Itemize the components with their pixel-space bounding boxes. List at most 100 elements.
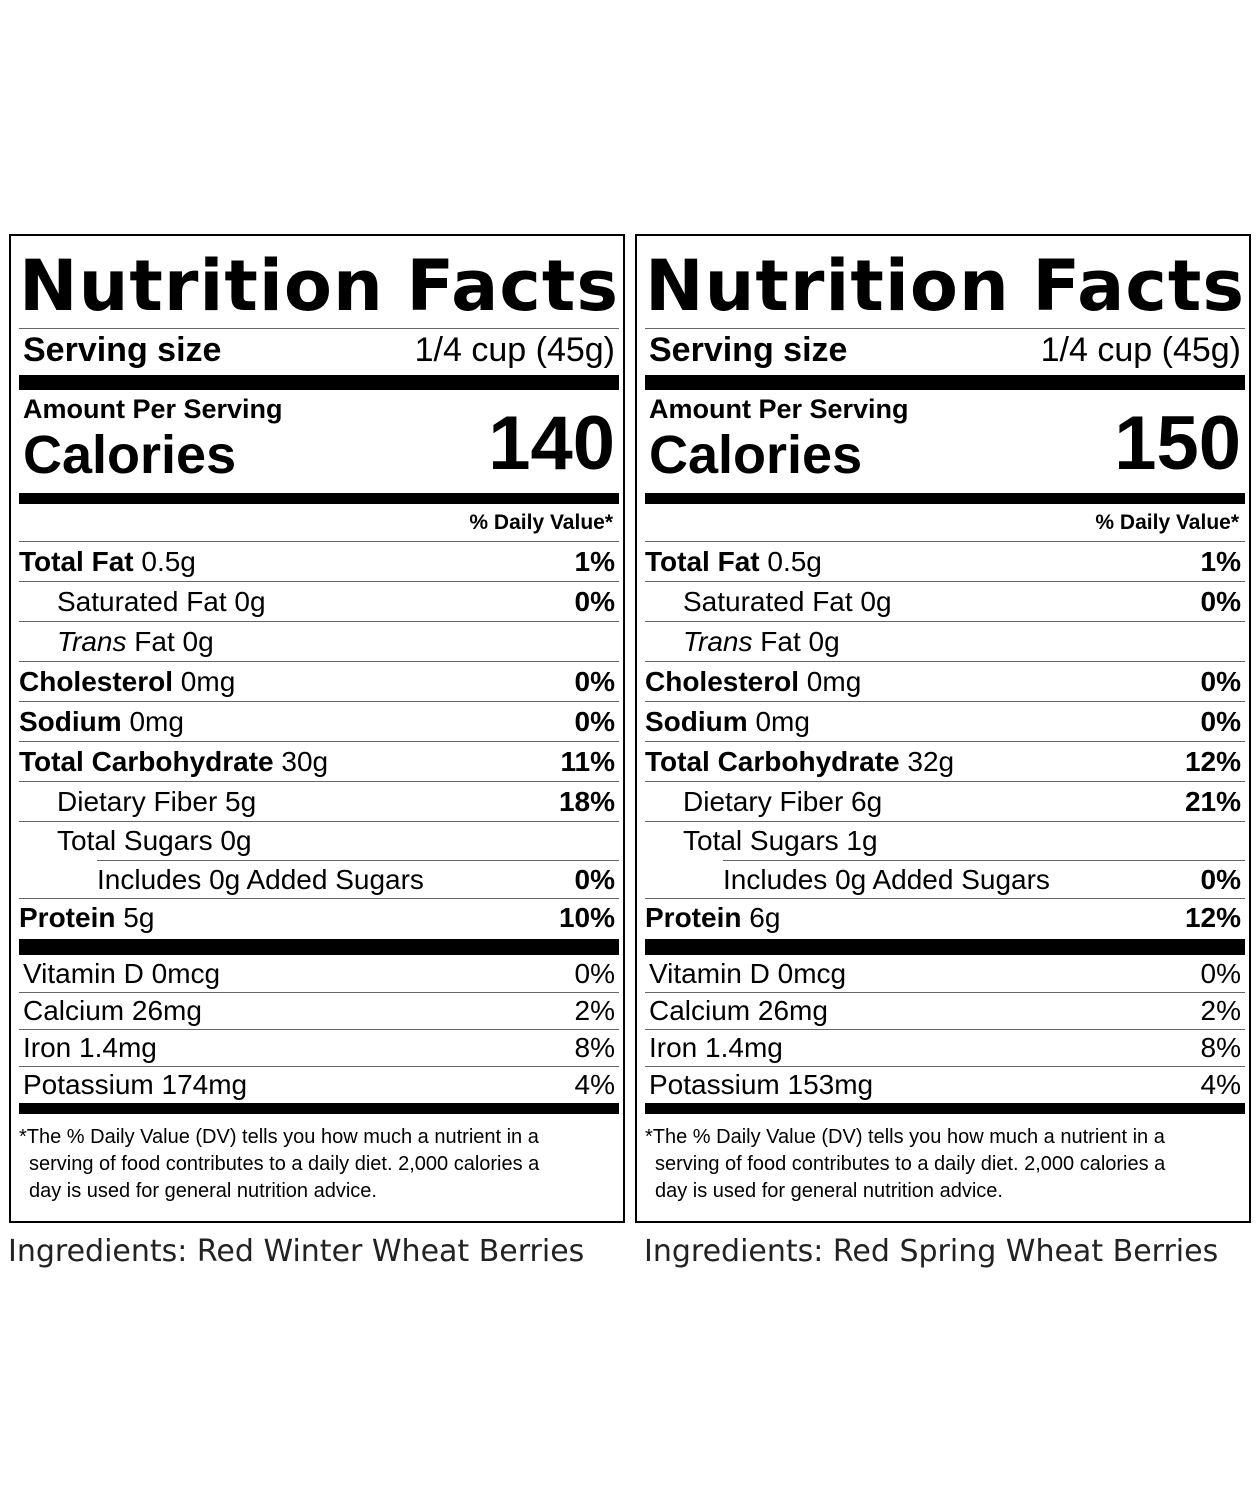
nutrient-row-total-fat: Total Fat 0.5g 1% [19, 543, 615, 581]
daily-value-footnote: *The % Daily Value (DV) tells you how mu… [19, 1124, 611, 1205]
vitamin-dv: 4% [574, 1069, 615, 1100]
nutrient-amount: Fat 0g [752, 625, 840, 657]
nutrient-row-added-sugars: Includes 0g Added Sugars 0% [19, 861, 615, 898]
divider [645, 541, 1245, 542]
nutrient-amount: 32g [899, 745, 955, 777]
nutrient-name: Protein [19, 902, 116, 933]
divider [19, 621, 619, 622]
divider [723, 860, 1245, 861]
nutrient-name: Total Fat [19, 546, 134, 577]
nutrient-dv: 1% [574, 546, 615, 577]
nutrient-dv: 0% [1200, 705, 1241, 737]
divider [19, 781, 619, 782]
nutrient-name: Cholesterol [645, 665, 800, 697]
divider [645, 821, 1245, 822]
nutrient-dv: 18% [558, 785, 615, 817]
nutrient-row-total-carbohydrate: Total Carbohydrate 30g 11% [19, 742, 615, 781]
footnote-line: day is used for general nutrition advice… [29, 1180, 377, 1202]
nutrient-dv: 12% [1184, 902, 1241, 933]
label-title: Nutrition Facts [19, 246, 619, 326]
footnote-line: serving of food contributes to a daily d… [29, 1153, 540, 1175]
nutrient-dv: 0% [1200, 665, 1241, 697]
vitamin-row-iron: Iron 1.4mg 8% [19, 1030, 615, 1066]
nutrient-name: Total Fat [645, 546, 760, 577]
daily-value-footnote: *The % Daily Value (DV) tells you how mu… [645, 1124, 1237, 1205]
calories-value: 140 [488, 401, 615, 486]
nutrient-dv: 10% [558, 902, 615, 933]
divider [19, 741, 619, 742]
vitamin-name: Calcium 26mg [23, 995, 202, 1026]
nutrient-row-trans-fat: Trans Fat 0g [19, 622, 615, 661]
daily-value-header: % Daily Value* [469, 511, 613, 534]
thick-divider [19, 1103, 619, 1114]
nutrient-row-sodium: Sodium 0mg 0% [645, 702, 1241, 741]
title-word-facts: Facts [1032, 245, 1245, 327]
nutrient-amount: 0mg [121, 705, 184, 737]
nutrient-dv: 0% [1200, 585, 1241, 617]
divider [645, 328, 1245, 329]
nutrient-row-protein: Protein 6g 12% [645, 899, 1241, 937]
nutrient-row-total-sugars: Total Sugars 1g [645, 822, 1241, 860]
vitamin-row-calcium: Calcium 26mg 2% [645, 993, 1241, 1029]
nutrient-name: Dietary Fiber 5g [57, 785, 257, 817]
divider [19, 992, 619, 993]
title-word-facts: Facts [406, 245, 619, 327]
divider [645, 581, 1245, 582]
nutrient-dv: 0% [574, 665, 615, 697]
divider [19, 1066, 619, 1067]
nutrient-row-total-fat: Total Fat 0.5g 1% [645, 543, 1241, 581]
nutrient-amount: Fat 0g [126, 625, 214, 657]
title-word-nutrition: Nutrition [645, 245, 1010, 327]
nutrient-dv: 1% [1200, 546, 1241, 577]
nutrient-dv: 12% [1184, 745, 1241, 777]
vitamin-name: Vitamin D 0mcg [23, 958, 221, 989]
nutrient-amount: 0.5g [133, 546, 196, 577]
amount-per-serving: Amount Per Serving [23, 394, 283, 424]
label-title: Nutrition Facts [645, 246, 1245, 326]
divider [19, 328, 619, 329]
divider [19, 821, 619, 822]
divider [19, 1029, 619, 1030]
nutrient-amount: 0mg [799, 665, 862, 697]
vitamin-row-iron: Iron 1.4mg 8% [645, 1030, 1241, 1066]
vitamin-dv: 8% [574, 1032, 615, 1063]
divider [645, 898, 1245, 899]
vitamin-row-vitamin-d: Vitamin D 0mcg 0% [19, 956, 615, 992]
vitamin-row-potassium: Potassium 174mg 4% [19, 1067, 615, 1103]
nutrient-dv: 21% [1184, 785, 1241, 817]
thick-divider [19, 493, 619, 504]
vitamin-name: Potassium 153mg [649, 1069, 874, 1100]
calories-value: 150 [1114, 401, 1241, 486]
thick-divider [19, 939, 619, 955]
divider [19, 581, 619, 582]
nutrient-name: Sodium [19, 705, 122, 737]
nutrient-row-dietary-fiber: Dietary Fiber 5g 18% [19, 782, 615, 821]
nutrient-dv: 11% [560, 745, 616, 777]
nutrient-name: Sodium [645, 705, 748, 737]
nutrient-amount: 30g [273, 745, 329, 777]
vitamin-dv: 2% [574, 995, 615, 1026]
nutrient-row-saturated-fat: Saturated Fat 0g 0% [645, 582, 1241, 621]
vitamin-row-vitamin-d: Vitamin D 0mcg 0% [645, 956, 1241, 992]
serving-size-row: Serving size 1/4 cup (45g) [645, 330, 1241, 370]
divider [645, 1029, 1245, 1030]
vitamin-name: Iron 1.4mg [649, 1032, 783, 1063]
nutrition-label-left: Nutrition Facts Serving size 1/4 cup (45… [9, 234, 625, 1223]
nutrient-row-sodium: Sodium 0mg 0% [19, 702, 615, 741]
calories-label: Calories [649, 425, 863, 485]
footnote-line: serving of food contributes to a daily d… [655, 1153, 1166, 1175]
nutrient-amount: 6g [741, 902, 781, 933]
divider [645, 781, 1245, 782]
title-word-nutrition: Nutrition [19, 245, 384, 327]
vitamin-name: Calcium 26mg [649, 995, 828, 1026]
nutrient-row-protein: Protein 5g 10% [19, 899, 615, 937]
serving-size-value: 1/4 cup (45g) [1040, 331, 1241, 369]
vitamin-name: Iron 1.4mg [23, 1032, 157, 1063]
footnote-line: *The % Daily Value (DV) tells you how mu… [19, 1126, 539, 1148]
nutrient-name: Total Sugars 1g [683, 825, 878, 856]
divider [19, 701, 619, 702]
nutrient-dv: 0% [574, 585, 615, 617]
nutrient-name: Saturated Fat 0g [57, 585, 266, 617]
vitamin-row-potassium: Potassium 153mg 4% [645, 1067, 1241, 1103]
divider [97, 860, 619, 861]
